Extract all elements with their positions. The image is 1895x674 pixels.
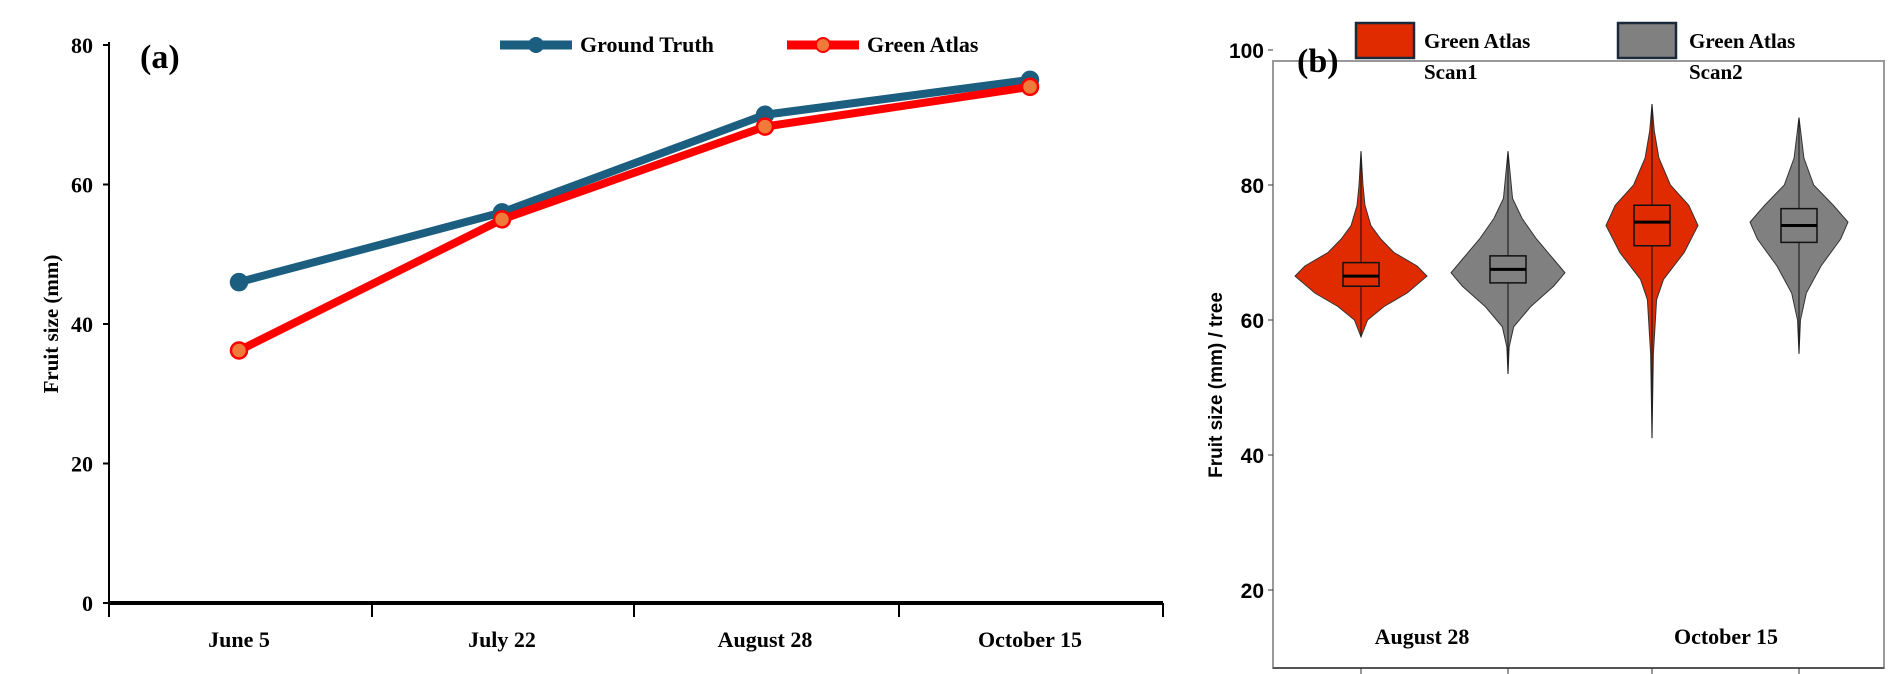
- data-point: [229, 272, 249, 292]
- y-tick-label: 80: [71, 33, 93, 58]
- legend-marker: [815, 37, 831, 53]
- legend-label: Scan1: [1424, 60, 1478, 84]
- y-tick-label: 100: [1229, 40, 1264, 63]
- y-tick-label: 60: [1241, 310, 1264, 333]
- y-tick-label: 20: [71, 452, 93, 477]
- legend-label: Scan2: [1689, 60, 1743, 84]
- x-tick-label: June 5: [208, 627, 270, 652]
- panel-a: 0 20 40 60 80 June 5 July 22 August 28 October 1…: [39, 32, 1164, 652]
- x-tick-label: August 28: [718, 627, 813, 652]
- legend-swatch: [1616, 21, 1678, 60]
- x-tick-label: August 28: [1375, 624, 1470, 649]
- data-point: [755, 117, 775, 136]
- legend-marker: [528, 37, 544, 53]
- legend-swatch: [1354, 21, 1416, 60]
- y-tick-label: 0: [82, 591, 93, 616]
- x-tick-label: October 15: [978, 627, 1082, 652]
- y-axis-label: Fruit size (mm): [39, 255, 63, 394]
- legend-label: Green Atlas: [1424, 29, 1530, 53]
- y-tick-label: 80: [1241, 175, 1264, 198]
- data-point: [492, 210, 512, 229]
- y-tick-label: 40: [71, 312, 93, 337]
- series-line-0: [237, 75, 1031, 287]
- panel-label: (a): [140, 39, 180, 76]
- box: [1342, 261, 1380, 287]
- legend-label: Green Atlas: [867, 32, 979, 57]
- plot-frame: [1272, 60, 1885, 669]
- y-tick-label: 60: [71, 173, 93, 198]
- panel-label: (b): [1297, 43, 1339, 80]
- box: [1633, 204, 1671, 247]
- series-line-1: [237, 82, 1031, 355]
- data-point: [229, 341, 249, 360]
- x-tick-label: October 15: [1674, 624, 1778, 649]
- y-tick-label: 20: [1241, 580, 1264, 603]
- data-point: [1020, 77, 1040, 97]
- y-tick-label: 40: [1241, 445, 1264, 468]
- x-tick-label: July 22: [468, 627, 536, 652]
- y-axis-label: Fruit size (mm) / tree: [1206, 292, 1227, 478]
- panel-b: 20 40 60 80 100 Fruit size (mm) / tree (b) Augu…: [1206, 21, 1885, 674]
- legend-label: Green Atlas: [1689, 29, 1795, 53]
- legend-label: Ground Truth: [580, 32, 714, 57]
